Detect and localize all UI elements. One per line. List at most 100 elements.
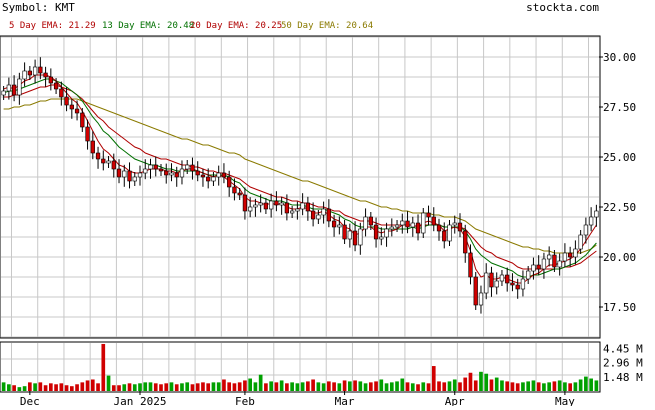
candle-down (468, 252, 473, 278)
volume-bar (122, 384, 127, 391)
volume-bar (500, 380, 504, 391)
volume-bar (64, 385, 69, 391)
volume-bar (269, 381, 273, 391)
candle-down (38, 66, 43, 74)
legend-item: 5 Day EMA: 21.29 (9, 21, 96, 31)
candle-down (221, 172, 227, 178)
volume-tick-label: 1.48 M (603, 371, 643, 384)
volume-bar (536, 382, 541, 391)
candle-down (164, 170, 169, 176)
volume-bar (374, 381, 378, 391)
ema20-line (3, 84, 597, 270)
candle-up (578, 234, 583, 250)
date-axis: Dec Jan 2025 Feb Mar Apr May (20, 391, 575, 408)
candle-up (143, 168, 148, 174)
volume-bar (38, 382, 43, 391)
candle-up (452, 222, 457, 226)
candle-up (316, 214, 321, 220)
volume-bar (243, 380, 247, 391)
volume-bar (111, 385, 116, 391)
legend-item: 20 Day EMA: 20.25 (190, 21, 282, 31)
volume-bar (148, 382, 153, 391)
volume-bar (279, 380, 284, 391)
candle-up (583, 224, 589, 236)
candle-up (526, 270, 531, 280)
price-tick-label: 20.00 (603, 251, 636, 264)
candle-up (484, 272, 489, 294)
volume-bar (101, 343, 106, 391)
candle-down (95, 152, 101, 160)
volume-bar (290, 382, 294, 391)
volume-bar (43, 385, 48, 391)
candle-down (473, 276, 478, 306)
candle-down (505, 274, 510, 284)
candle-down (200, 174, 206, 178)
volume-bar (452, 379, 457, 391)
price-tick-label: 27.50 (603, 101, 636, 114)
candle-down (74, 108, 80, 114)
candle-up (499, 274, 505, 282)
candle-up (557, 260, 562, 268)
volume-bar (258, 374, 263, 391)
candle-down (352, 230, 358, 246)
volume-bar (174, 384, 179, 391)
candle-up (337, 224, 342, 228)
candle-up (562, 252, 568, 262)
candle-down (331, 220, 337, 228)
candle-up (300, 202, 305, 210)
candle-down (111, 160, 116, 170)
volume-tick-label: 2.96 M (603, 357, 643, 370)
candle-down (101, 158, 106, 164)
candle-up (258, 202, 263, 206)
volume-bar (159, 384, 163, 391)
candle-up (531, 264, 536, 272)
candle-up (185, 164, 190, 170)
candle-down (227, 176, 232, 188)
candle-up (347, 230, 352, 240)
volume-bar (28, 382, 32, 391)
volume-bar (515, 383, 520, 391)
candle-down (11, 84, 17, 96)
date-tick-label: Dec (20, 395, 40, 406)
volume-bar (327, 381, 331, 391)
volume-bar (306, 381, 310, 391)
volume-bar (285, 383, 289, 391)
candle-down (190, 164, 195, 172)
volume-bar (468, 372, 473, 391)
candle-down (568, 252, 573, 258)
volume-bar (216, 382, 221, 391)
volume-bar (237, 382, 242, 391)
candle-up (269, 200, 274, 210)
volume-bar (447, 381, 452, 391)
candle-down (206, 176, 211, 182)
candle-up (279, 202, 284, 206)
volume-bar (437, 381, 441, 391)
candle-up (295, 208, 300, 212)
volume-bar (342, 380, 347, 391)
volume-bar (479, 371, 483, 391)
site-label: stockta.com (526, 1, 599, 14)
volume-bar (321, 383, 326, 391)
volume-bar (185, 382, 190, 391)
candle-up (122, 170, 127, 178)
volume-bar (542, 383, 546, 391)
legend-item: 50 Day EMA: 20.64 (281, 21, 373, 31)
price-tick-label: 17.50 (603, 301, 636, 314)
volume-bar (389, 382, 394, 391)
volume-bar (59, 383, 64, 391)
candle-up (379, 236, 384, 240)
volume-bar (578, 379, 583, 391)
candle-down (263, 202, 269, 210)
candle-up (588, 216, 594, 226)
candle-down (368, 216, 373, 226)
candle-down (405, 220, 410, 228)
volume-bar (90, 379, 95, 391)
volume-bar (75, 384, 79, 391)
volume-bar (12, 385, 16, 391)
volume-bar (311, 379, 315, 391)
volume-bar (379, 379, 384, 391)
volume-bar (201, 382, 205, 391)
legend-item: 13 Day EMA: 20.48 (102, 21, 194, 31)
volume-axis: 4.45 M 2.96 M1.48 M (603, 342, 643, 384)
